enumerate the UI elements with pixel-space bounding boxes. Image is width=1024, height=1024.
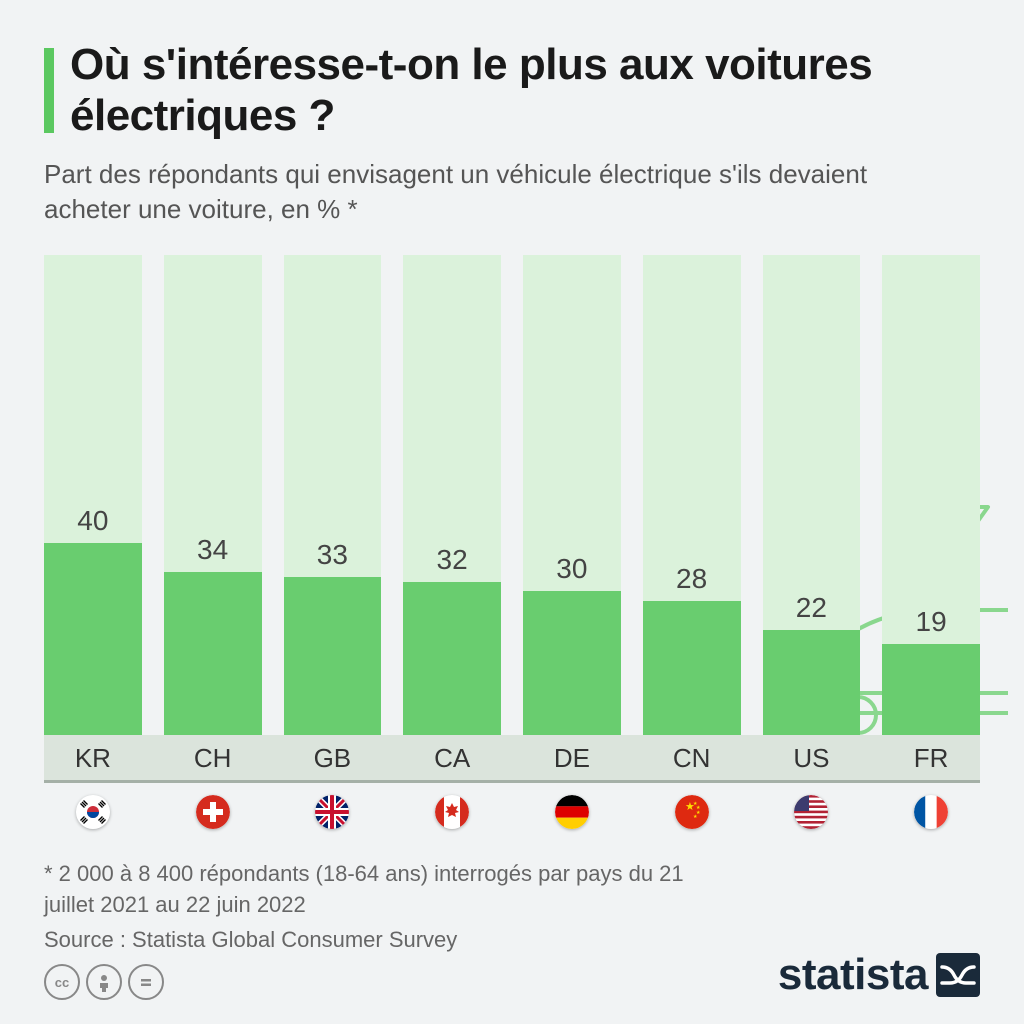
flag-us-icon: [794, 795, 828, 829]
flag-kr-icon: [76, 795, 110, 829]
axis-label: FR: [882, 743, 980, 774]
statista-wave-icon: [936, 953, 980, 997]
axis-label: KR: [44, 743, 142, 774]
axis-label: US: [763, 743, 861, 774]
bar-fill: 34: [164, 572, 262, 735]
flag-gb-icon: [315, 795, 349, 829]
license-icons: cc: [44, 964, 164, 1000]
bar-fill: 40: [44, 543, 142, 735]
bar-chart: 40 34 33 32: [44, 255, 980, 735]
flag-cn-icon: ★★★★★: [675, 795, 709, 829]
bar-fill: 28: [643, 601, 741, 735]
bar-fill: 19: [882, 644, 980, 735]
chart-title: Où s'intéresse-t-on le plus aux voitures…: [70, 40, 980, 141]
axis-label: GB: [284, 743, 382, 774]
bar-column: 34: [164, 255, 262, 735]
statista-logo: statista: [778, 950, 980, 1000]
bar-value-label: 33: [284, 539, 382, 571]
bar-fill: 30: [523, 591, 621, 735]
nd-icon: [128, 964, 164, 1000]
bar-value-label: 30: [523, 553, 621, 585]
cc-icon: cc: [44, 964, 80, 1000]
bar-column: 19: [882, 255, 980, 735]
bar-value-label: 40: [44, 505, 142, 537]
svg-text:cc: cc: [55, 975, 69, 990]
chart-subtitle: Part des répondants qui envisagent un vé…: [44, 157, 924, 227]
flag-fr-icon: [914, 795, 948, 829]
axis-label: DE: [523, 743, 621, 774]
bar-column: 33: [284, 255, 382, 735]
axis-baseline: [44, 780, 980, 783]
axis-label: CA: [403, 743, 501, 774]
bar-fill: 32: [403, 582, 501, 736]
svg-text:★: ★: [693, 814, 698, 820]
brand-text: statista: [778, 950, 928, 1000]
bar-column: 40: [44, 255, 142, 735]
bar-value-label: 28: [643, 563, 741, 595]
by-icon: [86, 964, 122, 1000]
bar-value-label: 32: [403, 544, 501, 576]
bar-fill: 33: [284, 577, 382, 735]
bar-value-label: 22: [763, 592, 861, 624]
bar-column: 32: [403, 255, 501, 735]
bar-column: 22: [763, 255, 861, 735]
flag-ch-icon: [196, 795, 230, 829]
chart-footnote: * 2 000 à 8 400 répondants (18-64 ans) i…: [44, 859, 684, 921]
title-accent-bar: [44, 48, 54, 133]
bar-value-label: 34: [164, 534, 262, 566]
flag-ca-icon: [435, 795, 469, 829]
bar-value-label: 19: [882, 606, 980, 638]
bar-fill: 22: [763, 630, 861, 736]
axis-label: CH: [164, 743, 262, 774]
bar-column: 30: [523, 255, 621, 735]
axis-label: CN: [643, 743, 741, 774]
flag-de-icon: [555, 795, 589, 829]
bar-column: 28: [643, 255, 741, 735]
